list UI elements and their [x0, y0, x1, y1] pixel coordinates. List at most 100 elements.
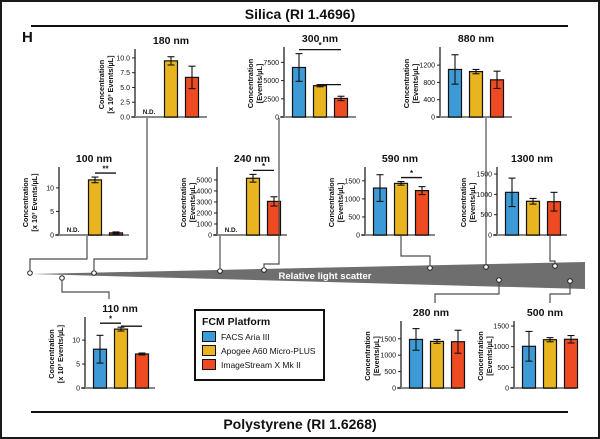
svg-text:10: 10 — [46, 185, 54, 192]
wedge-node — [91, 270, 97, 276]
legend-item-apogee: Apogee A60 Micro-PLUS — [202, 345, 317, 356]
svg-text:Concentration: Concentration — [402, 59, 411, 108]
svg-text:300 nm: 300 nm — [302, 33, 338, 45]
svg-text:5000: 5000 — [196, 177, 212, 184]
svg-text:1000: 1000 — [476, 192, 492, 199]
legend-box: FCM Platform FACS Aria III Apogee A60 Mi… — [194, 309, 325, 381]
svg-text:1000: 1000 — [344, 196, 360, 203]
chart-590nm: 590 nm Concentration [Events/µL] 0 500 1000 15… — [323, 150, 441, 245]
svg-text:[Events/µL]: [Events/µL] — [255, 63, 264, 103]
svg-text:[Events/µL]: [Events/µL] — [188, 182, 197, 222]
svg-text:500 nm: 500 nm — [527, 307, 563, 319]
chart-280nm: 280 nm Concentration [Events/µL] 0 500 1000 15… — [359, 304, 467, 398]
chart-svg: 240 nm Concentration [Events/µL] 0 1000 2000 3… — [179, 153, 287, 240]
svg-text:0: 0 — [50, 233, 54, 240]
svg-text:[x 10³ Events/µL]: [x 10³ Events/µL] — [56, 324, 65, 383]
svg-text:[x 10³ Events/µL]: [x 10³ Events/µL] — [30, 173, 39, 232]
legend-item-label: Apogee A60 Micro-PLUS — [221, 345, 316, 356]
svg-text:2.5: 2.5 — [120, 100, 130, 107]
svg-text:180 nm: 180 nm — [153, 35, 189, 47]
chart-100nm: 100 nm Concentration [x 10³ Events/µL] 0 5 10… — [17, 150, 135, 245]
wedge-node — [567, 278, 573, 284]
svg-text:800: 800 — [423, 80, 435, 87]
svg-text:Concentration: Concentration — [179, 178, 188, 227]
chart-240nm: 240 nm Concentration [Events/µL] 0 1000 2000 3… — [175, 150, 293, 245]
chart-svg: 100 nm Concentration [x 10³ Events/µL] 0 5 10… — [21, 153, 129, 240]
svg-text:0: 0 — [76, 386, 80, 393]
svg-text:5.0: 5.0 — [120, 85, 130, 92]
svg-text:240 nm: 240 nm — [234, 153, 270, 165]
svg-text:1500: 1500 — [344, 178, 360, 185]
chart-180nm: 180 nm Concentration [x 10³ Events/µL] 0.0 2… — [93, 32, 213, 127]
svg-text:0: 0 — [208, 233, 212, 240]
svg-text:*: * — [318, 41, 322, 50]
svg-text:1500: 1500 — [380, 336, 396, 343]
wedge-node — [483, 264, 489, 270]
svg-text:Concentration: Concentration — [47, 329, 56, 378]
svg-text:1200: 1200 — [419, 63, 435, 70]
svg-text:590 nm: 590 nm — [382, 153, 418, 165]
svg-text:5: 5 — [50, 209, 54, 216]
svg-text:Concentration: Concentration — [246, 59, 255, 108]
chart-110nm: 110 nm Concentration [x 10³ Events/µL] 0 5 10… — [43, 300, 161, 398]
chart-svg: 280 nm Concentration [Events/µL] 0 500 1000 15… — [363, 307, 466, 393]
wedge-node — [427, 265, 433, 271]
chart-svg: 180 nm Concentration [x 10³ Events/µL] 0.0 2… — [97, 35, 207, 122]
panel-letter: H — [22, 29, 33, 46]
legend-title: FCM Platform — [202, 316, 271, 328]
svg-text:0: 0 — [275, 115, 279, 122]
bottom-rule — [31, 411, 568, 413]
svg-text:4000: 4000 — [196, 188, 212, 195]
chart-svg: 1300 nm Concentration [Events/µL] 0 500 1000 1… — [459, 153, 567, 240]
wedge-node — [261, 267, 267, 273]
chart-svg: 300 nm Concentration [Events/µL] 0 2500 5000 7… — [246, 33, 356, 122]
legend-item-label: ImageStream X Mk II — [221, 359, 301, 370]
svg-text:N.D.: N.D. — [143, 109, 156, 116]
svg-text:0.0: 0.0 — [120, 115, 130, 122]
svg-text:*: * — [109, 315, 113, 324]
chart-1300nm: 1300 nm Concentration [Events/µL] 0 500 1000 1… — [455, 150, 573, 245]
facs-aria-swatch — [202, 331, 216, 342]
svg-text:10: 10 — [72, 338, 80, 345]
svg-text:400: 400 — [423, 97, 435, 104]
svg-text:*: * — [410, 169, 414, 178]
svg-text:[x 10³ Events/µL]: [x 10³ Events/µL] — [106, 55, 115, 114]
chart-svg: 500 nm Concentration [Events/µL] 0 500 1000 15… — [476, 307, 579, 393]
svg-text:Concentration: Concentration — [327, 178, 336, 227]
svg-text:0: 0 — [431, 115, 435, 122]
svg-text:[Events/µL]: [Events/µL] — [485, 336, 494, 376]
svg-text:N.D.: N.D. — [67, 227, 80, 234]
svg-text:3000: 3000 — [196, 199, 212, 206]
svg-text:0: 0 — [392, 386, 396, 393]
wedge-node — [496, 277, 502, 283]
wedge-node — [59, 275, 65, 281]
svg-text:2500: 2500 — [263, 96, 279, 103]
svg-text:Concentration: Concentration — [363, 331, 372, 380]
top-rule — [31, 25, 568, 27]
svg-text:500: 500 — [497, 365, 509, 372]
svg-text:5: 5 — [76, 362, 80, 369]
legend-item-imagestream: ImageStream X Mk II — [202, 359, 317, 370]
svg-text:2000: 2000 — [196, 210, 212, 217]
polystyrene-section-title: Polystyrene (RI 1.6268) — [223, 416, 377, 432]
wedge-nodes — [27, 263, 573, 284]
svg-text:110 nm: 110 nm — [102, 303, 138, 315]
svg-text:0: 0 — [505, 386, 509, 393]
connector-110nm — [61, 281, 110, 299]
svg-text:Concentration: Concentration — [459, 178, 468, 227]
svg-text:[Events/µL]: [Events/µL] — [468, 182, 477, 222]
svg-text:100 nm: 100 nm — [76, 153, 112, 165]
silica-section-title: Silica (RI 1.4696) — [244, 6, 356, 22]
svg-text:7.5: 7.5 — [120, 70, 130, 77]
svg-text:N.D.: N.D. — [225, 227, 238, 234]
svg-text:1300 nm: 1300 nm — [511, 153, 553, 165]
svg-text:1000: 1000 — [196, 221, 212, 228]
svg-text:Concentration: Concentration — [97, 60, 106, 109]
svg-text:[Events/µL]: [Events/µL] — [411, 63, 420, 103]
chart-880nm: 880 nm Concentration [Events/µL] 0 400 800 120… — [398, 30, 518, 127]
svg-text:Concentration: Concentration — [476, 331, 485, 380]
chart-svg: 590 nm Concentration [Events/µL] 0 500 1000 15… — [327, 153, 435, 240]
svg-text:**: ** — [102, 165, 109, 174]
svg-text:500: 500 — [348, 214, 360, 221]
